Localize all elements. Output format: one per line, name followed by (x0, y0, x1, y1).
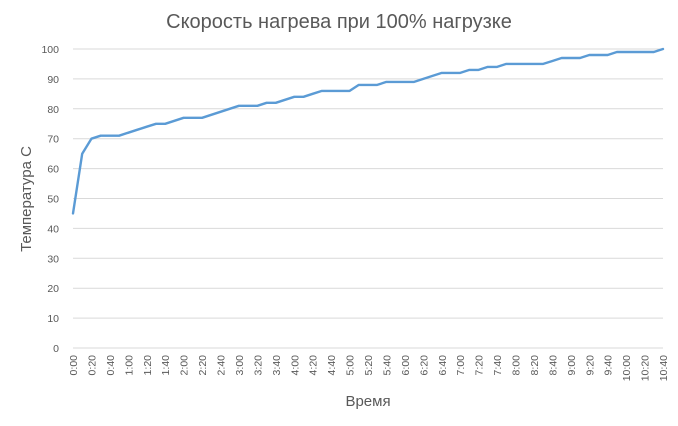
x-tick-label: 0:20 (86, 355, 98, 376)
x-tick-label: 1:40 (160, 355, 172, 376)
x-tick-label: 10:20 (640, 355, 652, 381)
x-tick-label: 5:40 (381, 355, 393, 376)
x-tick-label: 0:00 (68, 355, 80, 376)
y-tick-label: 100 (41, 44, 59, 56)
chart-title: Скорость нагрева при 100% нагрузке (166, 11, 512, 33)
y-tick-label: 80 (47, 104, 59, 116)
y-tick-label: 70 (47, 134, 59, 146)
x-axis-title: Время (345, 393, 390, 410)
x-tick-label: 2:00 (179, 355, 191, 376)
x-tick-label: 4:40 (326, 355, 338, 376)
x-tick-label: 10:40 (658, 355, 670, 381)
x-tick-label: 6:40 (437, 355, 449, 376)
x-tick-label: 10:00 (621, 355, 633, 381)
x-tick-label: 8:00 (511, 355, 523, 376)
y-tick-label: 0 (53, 343, 59, 355)
x-tick-label: 3:20 (252, 355, 264, 376)
x-tick-label: 7:20 (474, 355, 486, 376)
x-tick-label: 8:40 (547, 355, 559, 376)
x-tick-label: 5:20 (363, 355, 375, 376)
x-tick-label: 8:20 (529, 355, 541, 376)
x-tick-label: 7:00 (455, 355, 467, 376)
y-axis-title: Температура С (18, 146, 35, 252)
y-tick-label: 90 (47, 74, 59, 86)
x-tick-label: 9:20 (584, 355, 596, 376)
y-axis-ticks: 0 10 20 30 40 50 60 70 80 90 100 (41, 44, 59, 355)
x-tick-label: 6:20 (418, 355, 430, 376)
y-tick-label: 60 (47, 164, 59, 176)
x-tick-label: 3:40 (271, 355, 283, 376)
x-tick-label: 1:20 (142, 355, 154, 376)
series-lines (71, 47, 665, 215)
x-tick-label: 2:20 (197, 355, 209, 376)
x-tick-label: 0:40 (105, 355, 117, 376)
y-tick-label: 20 (47, 283, 59, 295)
x-tick-label: 9:00 (566, 355, 578, 376)
x-tick-label: 6:00 (400, 355, 412, 376)
x-tick-label: 4:20 (308, 355, 320, 376)
x-tick-label: 7:40 (492, 355, 504, 376)
y-tick-label: 10 (47, 313, 59, 325)
y-tick-label: 50 (47, 194, 59, 206)
y-tick-label: 40 (47, 223, 59, 235)
x-tick-label: 3:00 (234, 355, 246, 376)
x-tick-label: 5:00 (345, 355, 357, 376)
x-axis-ticks: 0:00 0:20 0:40 1:00 1:20 1:40 2:00 2:20 2:40 3:00… (68, 355, 670, 381)
series-line (71, 47, 665, 215)
gridlines (73, 48, 663, 349)
x-tick-label: 1:00 (123, 355, 135, 376)
x-tick-label: 4:00 (289, 355, 301, 376)
x-tick-label: 2:40 (216, 355, 228, 376)
y-tick-label: 30 (47, 253, 59, 265)
x-tick-label: 9:40 (603, 355, 615, 376)
